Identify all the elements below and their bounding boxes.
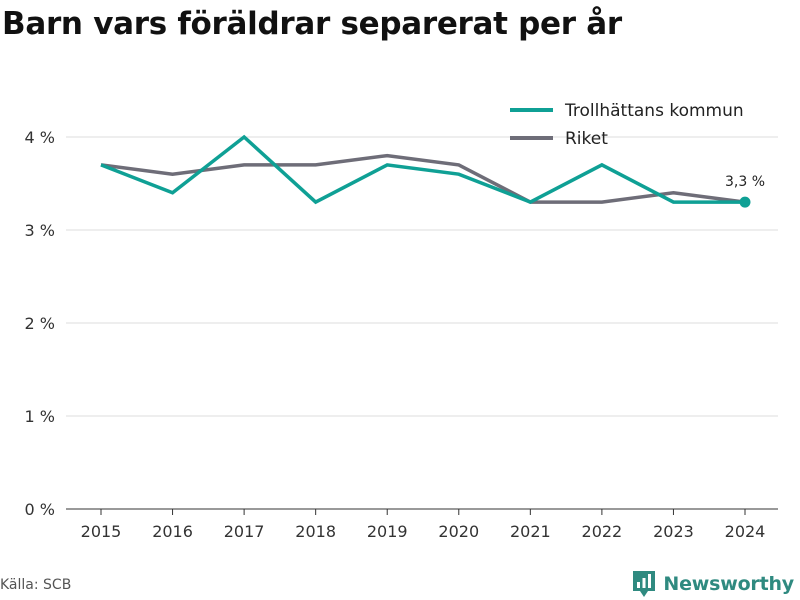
annotations: 3,3 % [725,174,765,208]
endpoint-value-label: 3,3 % [725,174,765,190]
y-tick-label: 4 % [25,128,55,147]
legend-label-riket: Riket [565,129,608,149]
series-lines [100,134,746,205]
y-tick-label: 3 % [25,221,55,240]
brand-name: Newsworthy [663,573,794,595]
x-tick-label: 2018 [295,522,336,541]
legend-label-trollhattan: Trollhättans kommun [564,101,744,121]
y-tick-label: 0 % [25,500,55,519]
x-tick-label: 2024 [725,522,766,541]
y-tick-label: 2 % [25,314,55,333]
x-tick-label: 2019 [367,522,408,541]
chart-title: Barn vars föräldrar separerat per år [2,6,622,42]
grid-lines [66,136,778,417]
source-note: Källa: SCB [0,577,72,593]
brand-logo[interactable]: Newsworthy [631,569,794,599]
legend: Trollhättans kommun Riket [510,101,744,149]
x-tick-label: 2021 [510,522,551,541]
newsworthy-logo-icon [633,571,656,597]
series-line-riket [100,153,746,204]
x-tick-label: 2016 [152,522,193,541]
series-line-trollhattan [100,134,745,205]
endpoint-marker [739,196,751,208]
x-tick-label: 2022 [582,522,623,541]
x-tick-label: 2020 [438,522,479,541]
x-tick-label: 2017 [224,522,265,541]
axes: 0 % 1 % 2 % 3 % 4 % 2015 2016 2017 2018 2019 2020 2… [25,128,778,541]
x-tick-label: 2015 [81,522,122,541]
x-tick-label: 2023 [653,522,694,541]
y-tick-label: 1 % [25,407,55,426]
